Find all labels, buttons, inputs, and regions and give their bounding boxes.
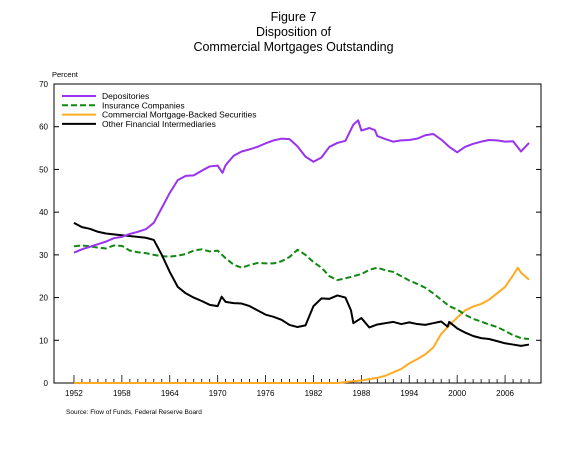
legend-label-2: Commercial Mortgage-Backed Securities	[102, 110, 256, 120]
legend-label-1: Insurance Companies	[102, 100, 185, 110]
chart-title: Figure 7 Disposition of Commercial Mortg…	[0, 10, 587, 55]
x-tick-label: 1976	[257, 389, 275, 398]
title-line-3: Commercial Mortgages Outstanding	[193, 40, 394, 54]
series-line-0	[73, 119, 530, 254]
legend-label-3: Other Financial Intermediaries	[102, 119, 216, 129]
title-line-1: Figure 7	[270, 10, 317, 24]
y-tick-label: 60	[39, 123, 48, 132]
x-tick-label: 1994	[400, 389, 418, 398]
title-line-2: Disposition of	[255, 25, 332, 39]
x-tick-label: 1952	[65, 389, 83, 398]
y-tick-label: 50	[39, 165, 48, 174]
axis-ticks: 0 10 20 30 40 50 60 70 1952 1958 1964 1970 1976 1982 1…	[39, 80, 541, 398]
y-tick-label: 70	[39, 80, 48, 89]
x-tick-label: 2000	[448, 389, 466, 398]
x-tick-label: 1970	[209, 389, 227, 398]
series-layer	[73, 119, 530, 384]
y-axis-unit-label: Percent	[52, 70, 79, 79]
x-tick-label: 2006	[496, 389, 514, 398]
source-note: Source: Flow of Funds, Federal Reserve B…	[66, 409, 202, 416]
x-tick-label: 1982	[305, 389, 323, 398]
series-line-3	[73, 221, 530, 347]
y-tick-label: 10	[39, 336, 48, 345]
y-tick-label: 20	[39, 294, 48, 303]
x-tick-label: 1988	[352, 389, 370, 398]
y-tick-label: 40	[39, 208, 48, 217]
x-tick-label: 1958	[113, 389, 131, 398]
y-tick-label: 30	[39, 251, 48, 260]
x-tick-label: 1964	[161, 389, 179, 398]
y-tick-label: 0	[44, 379, 49, 388]
series-line-2	[73, 266, 530, 384]
legend-label-0: Depositories	[102, 91, 149, 101]
series-line-1	[73, 244, 530, 340]
